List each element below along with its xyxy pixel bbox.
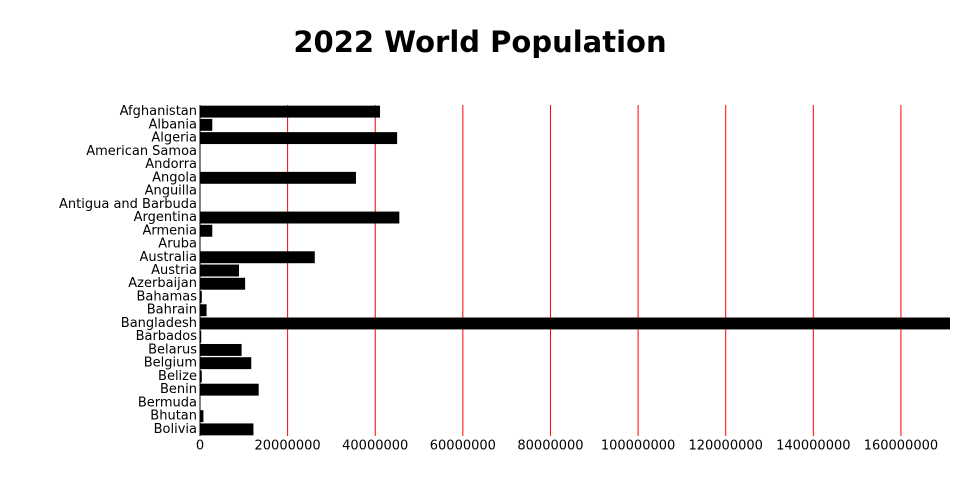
y-tick-label: Austria (151, 263, 197, 278)
y-tick-label: Anguilla (145, 184, 197, 199)
x-tick-label: 80000000 (517, 439, 583, 454)
x-tick-label: 100000000 (601, 439, 675, 454)
y-tick-label: American Samoa (86, 144, 197, 159)
x-tick-label: 60000000 (430, 439, 496, 454)
bar (200, 343, 242, 356)
y-tick-label: Albania (148, 117, 197, 132)
bar (200, 357, 252, 370)
y-tick-label: Andorra (145, 157, 197, 172)
x-tick-label: 120000000 (688, 439, 762, 454)
bar (200, 304, 207, 317)
y-tick-label: Aruba (158, 237, 197, 252)
bar (200, 330, 202, 343)
bar (200, 105, 381, 118)
bar (200, 370, 202, 383)
bar (200, 118, 213, 131)
x-tick-label: 140000000 (776, 439, 850, 454)
bar (200, 317, 950, 330)
bar (200, 291, 202, 303)
bar (200, 264, 239, 277)
y-tick-label: Belize (158, 369, 197, 384)
x-tick-label: 40000000 (342, 439, 408, 454)
bar (200, 251, 315, 264)
y-tick-label: Argentina (134, 210, 197, 225)
y-tick-label: Bangladesh (121, 316, 197, 331)
y-tick-label: Australia (139, 250, 197, 265)
bar (200, 277, 246, 290)
x-tick-label: 0 (196, 439, 204, 454)
bar (200, 383, 259, 396)
bar (200, 423, 254, 436)
y-tick-label: Bermuda (138, 395, 197, 410)
y-tick-label: Bahrain (147, 303, 197, 318)
y-tick-label: Azerbaijan (128, 276, 197, 291)
y-tick-label: Angola (152, 170, 197, 185)
bar (200, 171, 356, 184)
bar (200, 211, 400, 224)
y-tick-label: Bolivia (154, 422, 197, 437)
y-tick-label: Afghanistan (120, 104, 197, 119)
chart-title: 2022 World Population (293, 25, 666, 59)
y-tick-label: Belgium (144, 356, 197, 371)
bar (200, 410, 204, 423)
y-tick-label: Antigua and Barbuda (59, 197, 197, 212)
bar (200, 132, 398, 145)
y-tick-label: Algeria (151, 131, 197, 146)
bar (200, 224, 213, 237)
x-tick-label: 20000000 (255, 439, 321, 454)
y-tick-label: Bhutan (150, 409, 197, 424)
y-tick-label: Belarus (148, 342, 197, 357)
y-tick-label: Barbados (136, 329, 198, 344)
y-tick-label: Armenia (143, 223, 198, 238)
x-tick-label: 160000000 (864, 439, 938, 454)
y-tick-label: Bahamas (137, 289, 198, 304)
y-tick-label: Benin (160, 382, 197, 397)
